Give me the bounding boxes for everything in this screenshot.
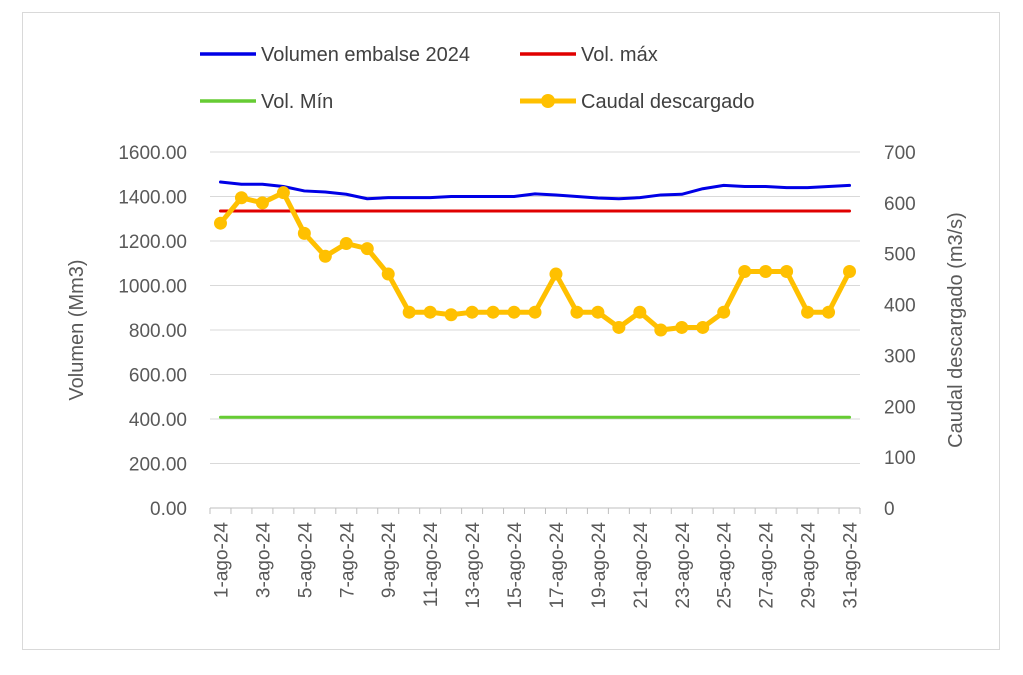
data-point-caudal-descargado — [780, 265, 794, 279]
x-tick-label: 15-ago-24 — [505, 522, 526, 609]
data-point-caudal-descargado — [507, 305, 521, 319]
data-point-caudal-descargado — [486, 305, 500, 319]
data-point-caudal-descargado — [549, 267, 563, 281]
y-tick-label: 1000.00 — [118, 277, 187, 298]
x-tick-label: 3-ago-24 — [253, 522, 274, 598]
legend-item: Vol. máx — [520, 44, 658, 66]
data-point-caudal-descargado — [381, 267, 395, 281]
y-tick-label: 200.00 — [129, 455, 187, 476]
data-point-caudal-descargado — [738, 265, 752, 279]
x-tick-label: 23-ago-24 — [673, 522, 694, 609]
data-point-caudal-descargado — [255, 196, 269, 210]
y2-tick-label: 500 — [884, 245, 916, 266]
legend-item: Caudal descargado — [520, 91, 754, 113]
legend-label: Caudal descargado — [581, 91, 754, 113]
x-tick-label: 13-ago-24 — [463, 522, 484, 609]
x-tick-label: 11-ago-24 — [421, 522, 442, 608]
y-tick-label: 400.00 — [129, 410, 187, 431]
data-point-caudal-descargado — [801, 305, 815, 319]
x-tick-label: 21-ago-24 — [631, 522, 652, 609]
data-point-caudal-descargado — [444, 308, 458, 322]
y-tick-label: 600.00 — [129, 366, 187, 387]
legend-item: Vol. Mín — [200, 91, 333, 113]
y-tick-label: 800.00 — [129, 321, 187, 342]
data-point-caudal-descargado — [570, 305, 584, 319]
x-tick-label: 1-ago-24 — [211, 522, 232, 598]
y2-tick-label: 200 — [884, 397, 916, 418]
x-tick-label: 5-ago-24 — [295, 522, 316, 598]
gridlines — [210, 151, 860, 509]
x-tick-label: 17-ago-24 — [547, 522, 568, 609]
data-point-caudal-descargado — [696, 320, 710, 334]
y2-tick-label: 600 — [884, 194, 916, 215]
data-point-caudal-descargado — [423, 305, 437, 319]
data-point-caudal-descargado — [717, 305, 731, 319]
data-point-caudal-descargado — [675, 320, 689, 334]
data-point-caudal-descargado — [528, 305, 542, 319]
y2-tick-label: 300 — [884, 346, 916, 367]
data-point-caudal-descargado — [612, 320, 626, 334]
y-axis-right-ticks: 0 100 200 300 400 500 600 700 — [884, 143, 916, 520]
x-tick-label: 27-ago-24 — [757, 522, 778, 609]
x-tick-label: 19-ago-24 — [589, 522, 610, 609]
data-point-caudal-descargado — [402, 305, 416, 319]
legend-label: Volumen embalse 2024 — [261, 44, 470, 66]
series-line-volumen-embalse-2024 — [218, 180, 852, 201]
data-point-caudal-descargado — [297, 226, 311, 240]
data-point-caudal-descargado — [654, 323, 668, 337]
data-point-caudal-descargado — [591, 305, 605, 319]
y-tick-label: 1200.00 — [118, 232, 187, 253]
y2-tick-label: 700 — [884, 143, 916, 164]
data-point-caudal-descargado — [759, 265, 773, 279]
data-point-caudal-descargado — [339, 237, 353, 251]
y2-tick-label: 400 — [884, 296, 916, 317]
y-axis-left-title: Volumen (Mm3) — [66, 259, 88, 400]
legend-label: Vol. Mín — [261, 91, 333, 113]
y-tick-label: 0.00 — [150, 499, 187, 520]
x-axis-ticks: 1-ago-24 3-ago-24 5-ago-24 7-ago-24 9-ago-24… — [209, 507, 862, 609]
legend-label: Vol. máx — [581, 44, 658, 66]
x-tick-label: 29-ago-24 — [799, 522, 820, 609]
legend-marker — [541, 94, 555, 108]
data-point-caudal-descargado — [318, 249, 332, 263]
data-point-caudal-descargado — [276, 186, 290, 200]
y2-tick-label: 0 — [884, 499, 895, 520]
y-tick-label: 1600.00 — [118, 143, 187, 164]
y-axis-left-ticks: 0.00 200.00 400.00 600.00 800.00 1000.00 1200.… — [118, 143, 187, 520]
x-tick-label: 9-ago-24 — [379, 522, 400, 598]
y-tick-label: 1400.00 — [118, 188, 187, 209]
data-point-caudal-descargado — [234, 191, 248, 205]
data-point-caudal-descargado — [633, 305, 647, 319]
x-tick-label: 25-ago-24 — [715, 522, 736, 609]
chart-frame — [22, 12, 1000, 650]
y2-tick-label: 100 — [884, 448, 916, 469]
legend: Volumen embalse 2024 Vol. máx Vol. Mín Caud… — [200, 44, 754, 113]
legend-item: Volumen embalse 2024 — [200, 44, 470, 66]
series-layer — [213, 180, 857, 419]
data-point-caudal-descargado — [213, 216, 227, 230]
data-point-caudal-descargado — [822, 305, 836, 319]
x-tick-label: 7-ago-24 — [337, 522, 358, 598]
x-tick-label: 31-ago-24 — [841, 522, 862, 609]
data-point-caudal-descargado — [465, 305, 479, 319]
data-point-caudal-descargado — [843, 265, 857, 279]
data-point-caudal-descargado — [360, 242, 374, 256]
y-axis-right-title: Caudal descargado (m3/s) — [945, 212, 967, 448]
